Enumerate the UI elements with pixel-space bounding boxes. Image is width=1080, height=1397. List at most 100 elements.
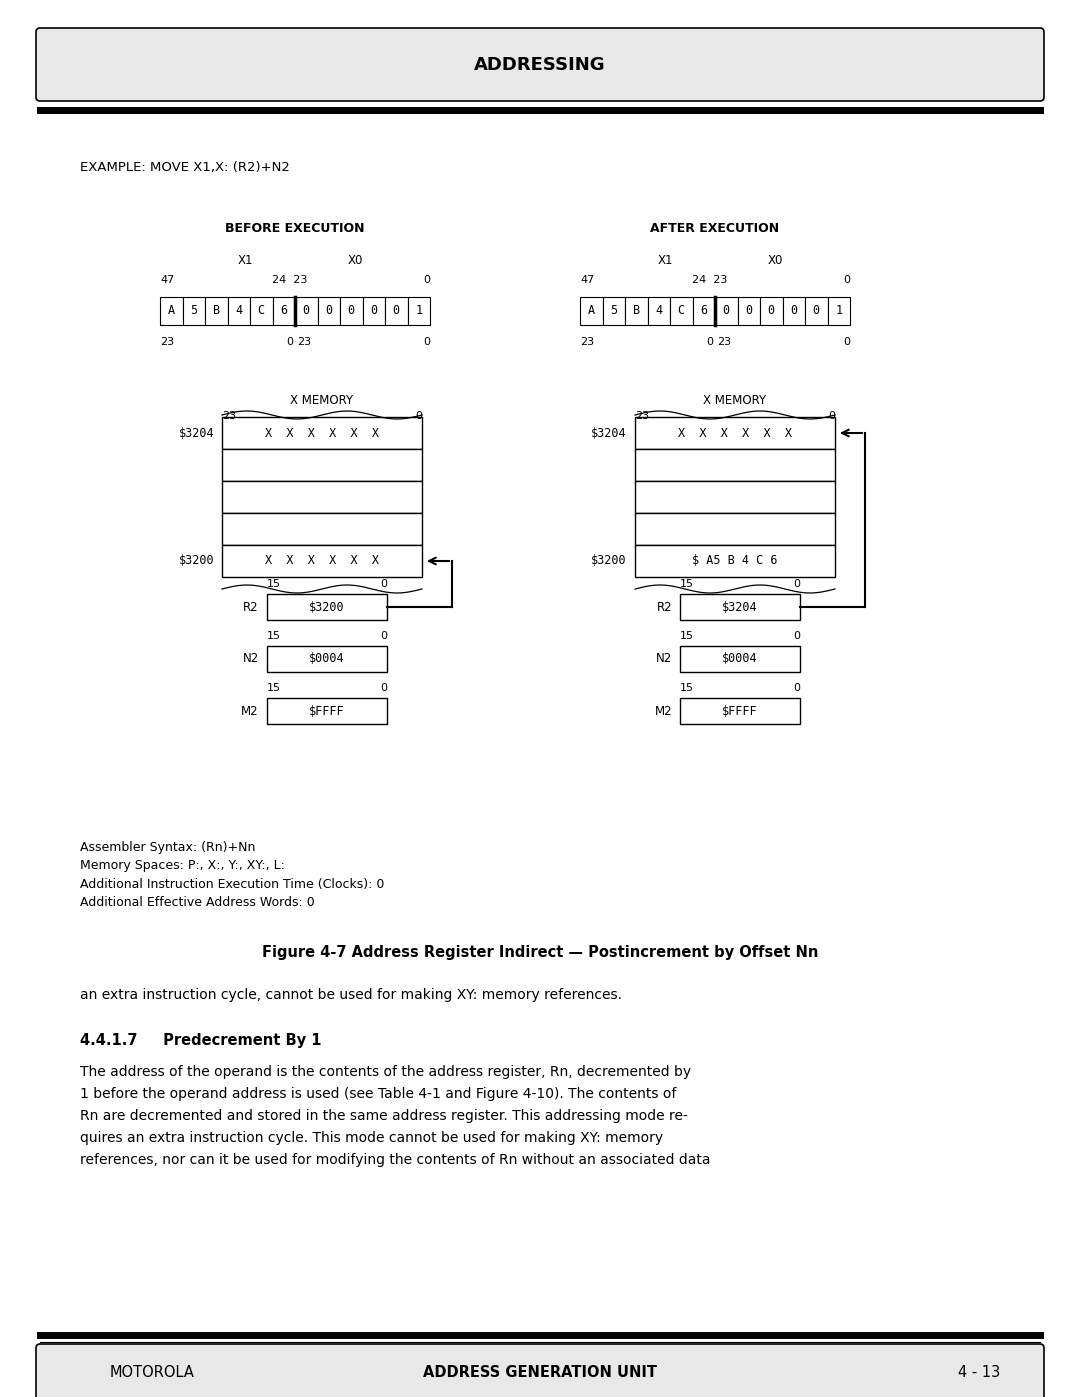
Text: $3204: $3204 (592, 426, 627, 440)
Text: 0: 0 (843, 337, 850, 346)
Text: X  X  X  X  X  X: X X X X X X (265, 555, 379, 567)
Bar (318, 298, 340, 326)
Text: 0: 0 (828, 411, 835, 420)
Text: Additional Instruction Execution Time (Clocks): 0: Additional Instruction Execution Time (C… (80, 877, 384, 890)
Text: 23: 23 (222, 411, 237, 420)
Text: 15: 15 (267, 578, 281, 590)
Text: $3204: $3204 (723, 601, 758, 613)
Text: C: C (677, 305, 685, 317)
Text: 23: 23 (160, 337, 174, 346)
Text: C: C (258, 305, 265, 317)
Text: 47: 47 (580, 275, 594, 285)
Text: references, nor can it be used for modifying the contents of Rn without an assoc: references, nor can it be used for modif… (80, 1153, 711, 1166)
Text: 0: 0 (793, 578, 800, 590)
Text: 0: 0 (793, 631, 800, 641)
Text: 6: 6 (700, 305, 707, 317)
Bar (680, 698, 800, 724)
Text: X  X  X  X  X  X: X X X X X X (265, 426, 379, 440)
Bar (635, 448, 835, 481)
Text: 0: 0 (302, 305, 310, 317)
Bar (363, 298, 384, 326)
Text: X0: X0 (348, 253, 363, 267)
Text: 15: 15 (680, 683, 694, 693)
Text: 0: 0 (791, 305, 797, 317)
Text: $0004: $0004 (723, 652, 758, 665)
Bar (635, 416, 835, 448)
Text: Figure 4-7 Address Register Indirect — Postincrement by Offset Nn: Figure 4-7 Address Register Indirect — P… (261, 944, 819, 960)
Text: ADDRESS GENERATION UNIT: ADDRESS GENERATION UNIT (423, 1365, 657, 1380)
Bar (680, 645, 800, 672)
Text: 5: 5 (190, 305, 198, 317)
Text: 23: 23 (297, 337, 311, 346)
Text: 0: 0 (380, 631, 387, 641)
Bar (384, 298, 407, 326)
Text: 4 - 13: 4 - 13 (958, 1365, 1000, 1380)
Text: 4: 4 (235, 305, 242, 317)
Text: 23: 23 (717, 337, 731, 346)
Text: $FFFF: $FFFF (723, 704, 758, 718)
Bar (267, 594, 387, 620)
Text: 0: 0 (380, 683, 387, 693)
Bar (267, 645, 387, 672)
Text: Additional Effective Address Words: 0: Additional Effective Address Words: 0 (80, 895, 314, 908)
Bar (783, 298, 805, 326)
Bar (805, 298, 827, 326)
Text: an extra instruction cycle, cannot be used for making XY: memory references.: an extra instruction cycle, cannot be us… (80, 988, 622, 1002)
Text: $3204: $3204 (178, 426, 214, 440)
Text: Assembler Syntax: (Rn)+Nn: Assembler Syntax: (Rn)+Nn (80, 841, 255, 855)
Bar (670, 298, 692, 326)
Text: 24  23: 24 23 (272, 275, 308, 285)
Bar (692, 298, 715, 326)
Bar (222, 545, 422, 577)
Text: 0: 0 (286, 337, 293, 346)
Text: 0: 0 (723, 305, 730, 317)
Text: N2: N2 (243, 652, 259, 665)
Text: 6: 6 (280, 305, 287, 317)
Bar (603, 298, 625, 326)
Text: 0: 0 (380, 578, 387, 590)
Bar (680, 594, 800, 620)
Text: quires an extra instruction cycle. This mode cannot be used for making XY: memor: quires an extra instruction cycle. This … (80, 1132, 663, 1146)
Bar (267, 698, 387, 724)
Text: 15: 15 (680, 578, 694, 590)
Bar (760, 298, 783, 326)
Text: R2: R2 (243, 601, 259, 613)
Text: $0004: $0004 (309, 652, 345, 665)
Bar (272, 298, 295, 326)
Bar (635, 481, 835, 513)
Bar (295, 298, 318, 326)
Text: 0: 0 (768, 305, 774, 317)
Text: 0: 0 (793, 683, 800, 693)
Text: 0: 0 (812, 305, 820, 317)
Text: 23: 23 (635, 411, 649, 420)
Text: 0: 0 (423, 275, 430, 285)
Bar (222, 481, 422, 513)
Text: 0: 0 (745, 305, 753, 317)
Bar (205, 298, 228, 326)
Text: 4.4.1.7     Predecrement By 1: 4.4.1.7 Predecrement By 1 (80, 1032, 322, 1048)
FancyBboxPatch shape (36, 1344, 1044, 1397)
Text: A: A (167, 305, 175, 317)
Text: 4: 4 (656, 305, 662, 317)
Text: MOTOROLA: MOTOROLA (110, 1365, 194, 1380)
Text: X  X  X  X  X  X: X X X X X X (678, 426, 792, 440)
Bar (635, 513, 835, 545)
Text: BEFORE EXECUTION: BEFORE EXECUTION (226, 222, 365, 235)
Bar (228, 298, 249, 326)
Text: 0: 0 (843, 275, 850, 285)
Text: 0: 0 (348, 305, 355, 317)
FancyBboxPatch shape (36, 28, 1044, 101)
Text: $3200: $3200 (592, 555, 627, 567)
Text: X1: X1 (658, 253, 673, 267)
Text: 0: 0 (415, 411, 422, 420)
Text: ADDRESSING: ADDRESSING (474, 56, 606, 74)
Text: N2: N2 (656, 652, 672, 665)
Bar (222, 513, 422, 545)
Bar (222, 448, 422, 481)
Text: X MEMORY: X MEMORY (703, 394, 767, 407)
Bar (249, 298, 272, 326)
Bar (580, 298, 603, 326)
Text: 1: 1 (415, 305, 422, 317)
Text: 24  23: 24 23 (692, 275, 728, 285)
Text: 0: 0 (325, 305, 333, 317)
